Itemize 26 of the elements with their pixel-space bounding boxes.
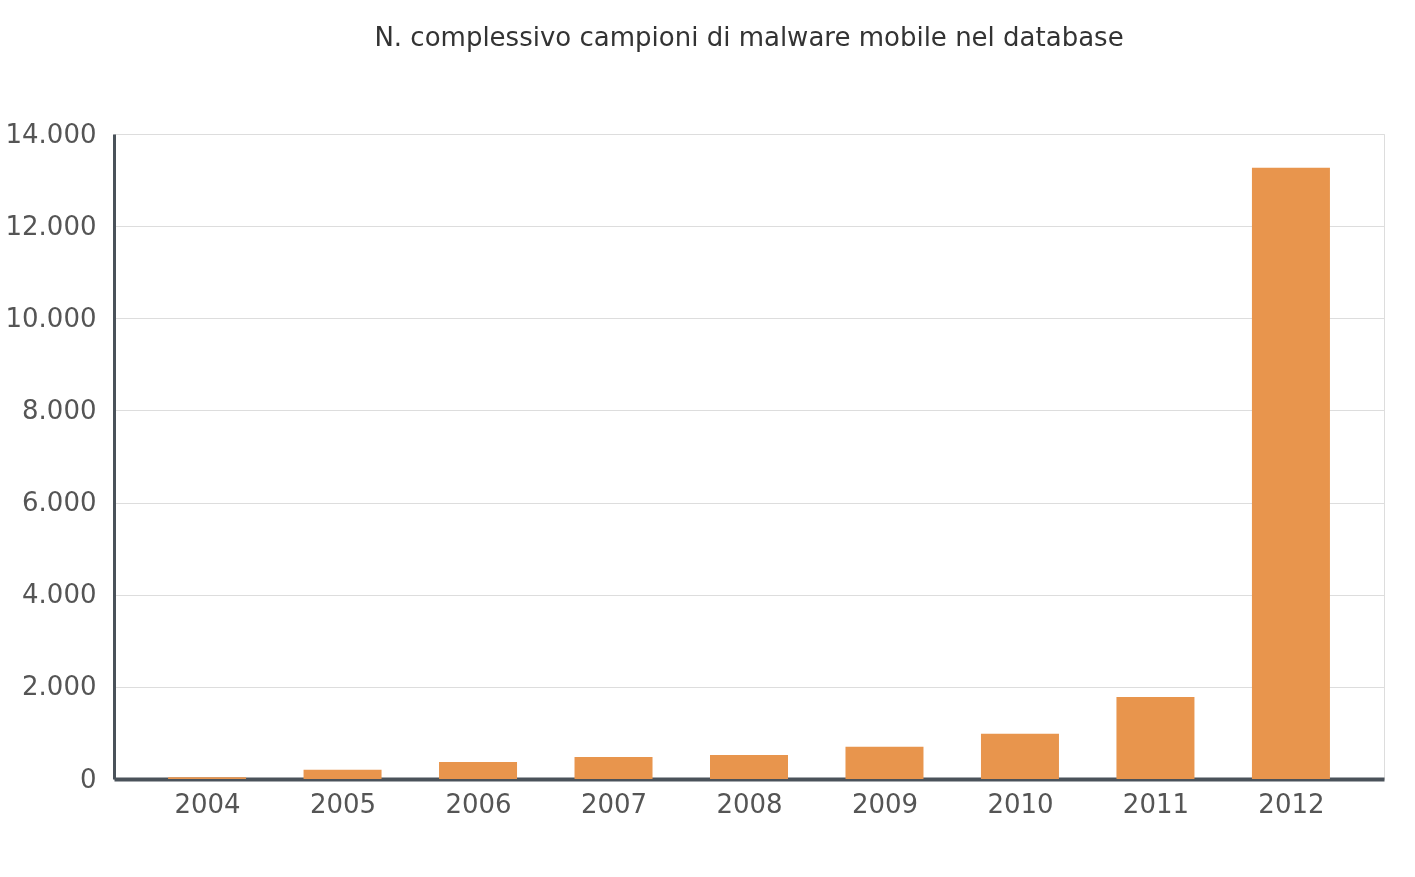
x-tick-label: 2007 [580,788,648,819]
bar [845,746,924,779]
chart-title: N. complessivo campioni di malware mobile nel database [374,22,1124,52]
y-tick-label: 4.000 [22,579,97,610]
bar [439,761,518,779]
x-tick-label: 2012 [1258,788,1325,819]
x-tick-label: 2008 [716,788,783,819]
x-tick-label: 2005 [309,788,377,819]
y-tick-label: 10.000 [5,302,97,333]
bar [1116,696,1195,779]
y-tick-label: 6.000 [22,487,97,518]
bar [574,756,653,779]
x-tick-label: 2006 [445,788,512,819]
bar [1251,167,1330,779]
x-tick-label: 2009 [851,788,919,819]
x-tick-label: 2004 [174,788,241,819]
y-tick-label: 14.000 [5,118,97,149]
y-tick-label: 12.000 [5,210,97,241]
x-tick-label: 2010 [987,788,1054,819]
bar [303,769,382,779]
x-tick-label: 2011 [1122,788,1190,819]
y-tick-label: 8.000 [22,394,97,425]
y-tick-label: 2.000 [22,671,97,702]
bar [710,755,788,779]
bar [980,733,1059,779]
y-tick-label: 0 [79,763,97,794]
